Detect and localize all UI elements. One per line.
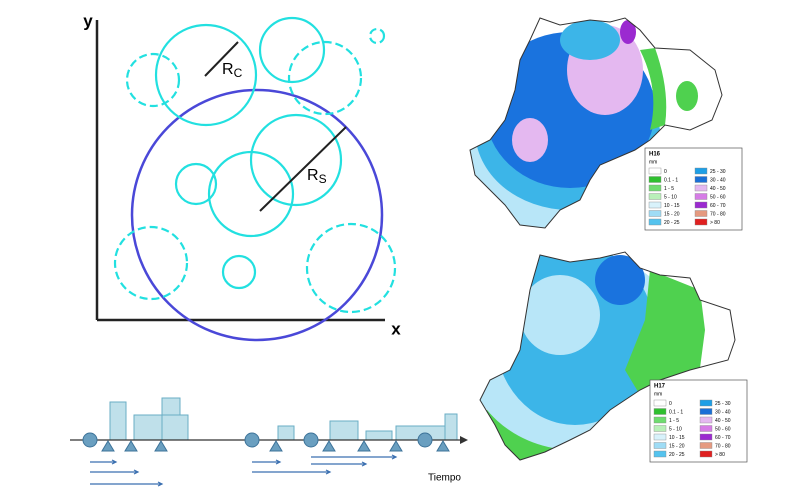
legend-label: 50 - 60	[715, 426, 731, 432]
legend-swatch	[694, 218, 708, 226]
legend-swatch	[694, 176, 708, 183]
sensor-circle	[113, 225, 189, 301]
sensing-circle	[130, 88, 384, 342]
legend-swatch	[699, 416, 713, 424]
legend-swatch	[699, 408, 713, 415]
sensor-circle	[174, 162, 218, 206]
legend-unit: mm	[649, 159, 657, 165]
legend-label: 25 - 30	[710, 169, 726, 175]
legend-swatch	[648, 193, 662, 200]
legend-label: 0	[669, 401, 672, 407]
legend-unit: mm	[654, 391, 662, 397]
legend-swatch	[648, 184, 662, 192]
radius-label: RC	[222, 61, 243, 80]
legend-swatch	[653, 450, 667, 458]
legend-swatch	[653, 433, 667, 441]
sensor-circle	[305, 222, 397, 314]
legend-label: 0	[664, 169, 667, 175]
radius-label: RS	[307, 167, 327, 186]
legend-label: 20 - 25	[664, 220, 680, 226]
legend-swatch	[699, 399, 713, 407]
axis-arrow	[460, 436, 468, 444]
sensor-circle	[221, 254, 257, 290]
legend-label: 40 - 50	[715, 418, 731, 424]
legend-swatch	[694, 167, 708, 175]
legend-label: 30 - 40	[710, 177, 726, 183]
legend-label: 60 - 70	[710, 203, 726, 209]
sensor-circle	[258, 16, 326, 84]
sensor-circle	[207, 150, 295, 238]
legend-swatch	[648, 176, 662, 183]
sensor-circle	[368, 27, 386, 45]
legend-swatch	[699, 450, 713, 458]
legend-label: 70 - 80	[710, 211, 726, 217]
legend-label: 1 - 5	[664, 186, 674, 192]
legend-label: 5 - 10	[669, 426, 682, 432]
legend-swatch	[699, 433, 713, 441]
legend-swatch	[648, 218, 662, 226]
legend-label: 50 - 60	[710, 194, 726, 200]
legend-label: 15 - 20	[669, 443, 685, 449]
legend-label: > 80	[710, 220, 720, 226]
legend-swatch	[653, 442, 667, 449]
legend-label: 30 - 40	[715, 409, 731, 415]
legend-swatch	[653, 408, 667, 415]
axis-label: y	[83, 11, 93, 30]
event-bar	[161, 414, 189, 441]
legend-label: 20 - 25	[669, 452, 685, 458]
radius-line	[204, 41, 239, 77]
legend-label: 1 - 5	[669, 418, 679, 424]
duration-arrows	[90, 454, 398, 487]
legend-swatch	[653, 425, 667, 432]
legend-swatch	[653, 399, 667, 407]
legend-label: > 80	[715, 452, 725, 458]
legend-label: 25 - 30	[715, 401, 731, 407]
map	[469, 17, 723, 229]
sensor-circle	[154, 23, 258, 127]
legend-label: 10 - 15	[664, 203, 680, 209]
legend-swatch	[648, 201, 662, 209]
event-bar	[444, 413, 458, 441]
radius-line	[259, 126, 347, 212]
legend-swatch	[699, 442, 713, 449]
legend-label: 0.1 - 1	[664, 177, 678, 183]
sensor-circle	[249, 113, 343, 207]
legend-swatch	[694, 210, 708, 217]
legend-label: 15 - 20	[664, 211, 680, 217]
legend-label: 60 - 70	[715, 435, 731, 441]
event-bar	[277, 425, 295, 441]
legend-swatch	[653, 416, 667, 424]
coverage-diagram: y x RC RS	[83, 11, 401, 342]
legend-swatch	[648, 210, 662, 217]
legend-label: 0.1 - 1	[669, 409, 683, 415]
legend-label: 40 - 50	[710, 186, 726, 192]
event-bar	[365, 430, 393, 441]
legend-swatch	[694, 193, 708, 200]
time-label: Tiempo	[428, 473, 461, 484]
legend-label: 10 - 15	[669, 435, 685, 441]
timeline: Tiempo	[70, 397, 468, 487]
event-bar	[133, 414, 165, 441]
event-bar	[329, 420, 359, 441]
sensor-circle	[287, 40, 363, 116]
legend-title: H16	[649, 152, 661, 158]
sensor-circle	[125, 52, 181, 108]
axis-label: x	[391, 319, 401, 338]
legend-swatch	[694, 201, 708, 209]
arrival-markers	[82, 432, 450, 452]
legend-label: 5 - 10	[664, 194, 677, 200]
event-bar	[109, 401, 127, 441]
legend-swatch	[648, 167, 662, 175]
legend-label: 70 - 80	[715, 443, 731, 449]
legend-swatch	[699, 425, 713, 432]
legend-swatch	[694, 184, 708, 192]
legend-title: H17	[654, 384, 666, 390]
